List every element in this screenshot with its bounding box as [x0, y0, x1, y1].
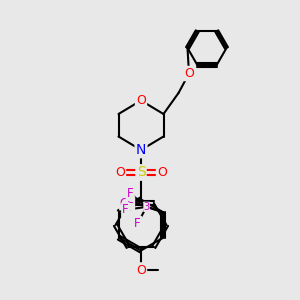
Text: 3: 3 [143, 202, 150, 212]
Text: O: O [136, 263, 146, 277]
Text: O: O [136, 94, 146, 107]
Text: O: O [115, 166, 125, 179]
Text: S: S [136, 166, 146, 179]
Text: O: O [184, 67, 194, 80]
Text: F: F [122, 203, 129, 216]
Text: O: O [157, 166, 167, 179]
Text: CF: CF [120, 197, 135, 210]
Text: F: F [127, 187, 134, 200]
Text: N: N [136, 143, 146, 157]
Text: F: F [134, 217, 141, 230]
